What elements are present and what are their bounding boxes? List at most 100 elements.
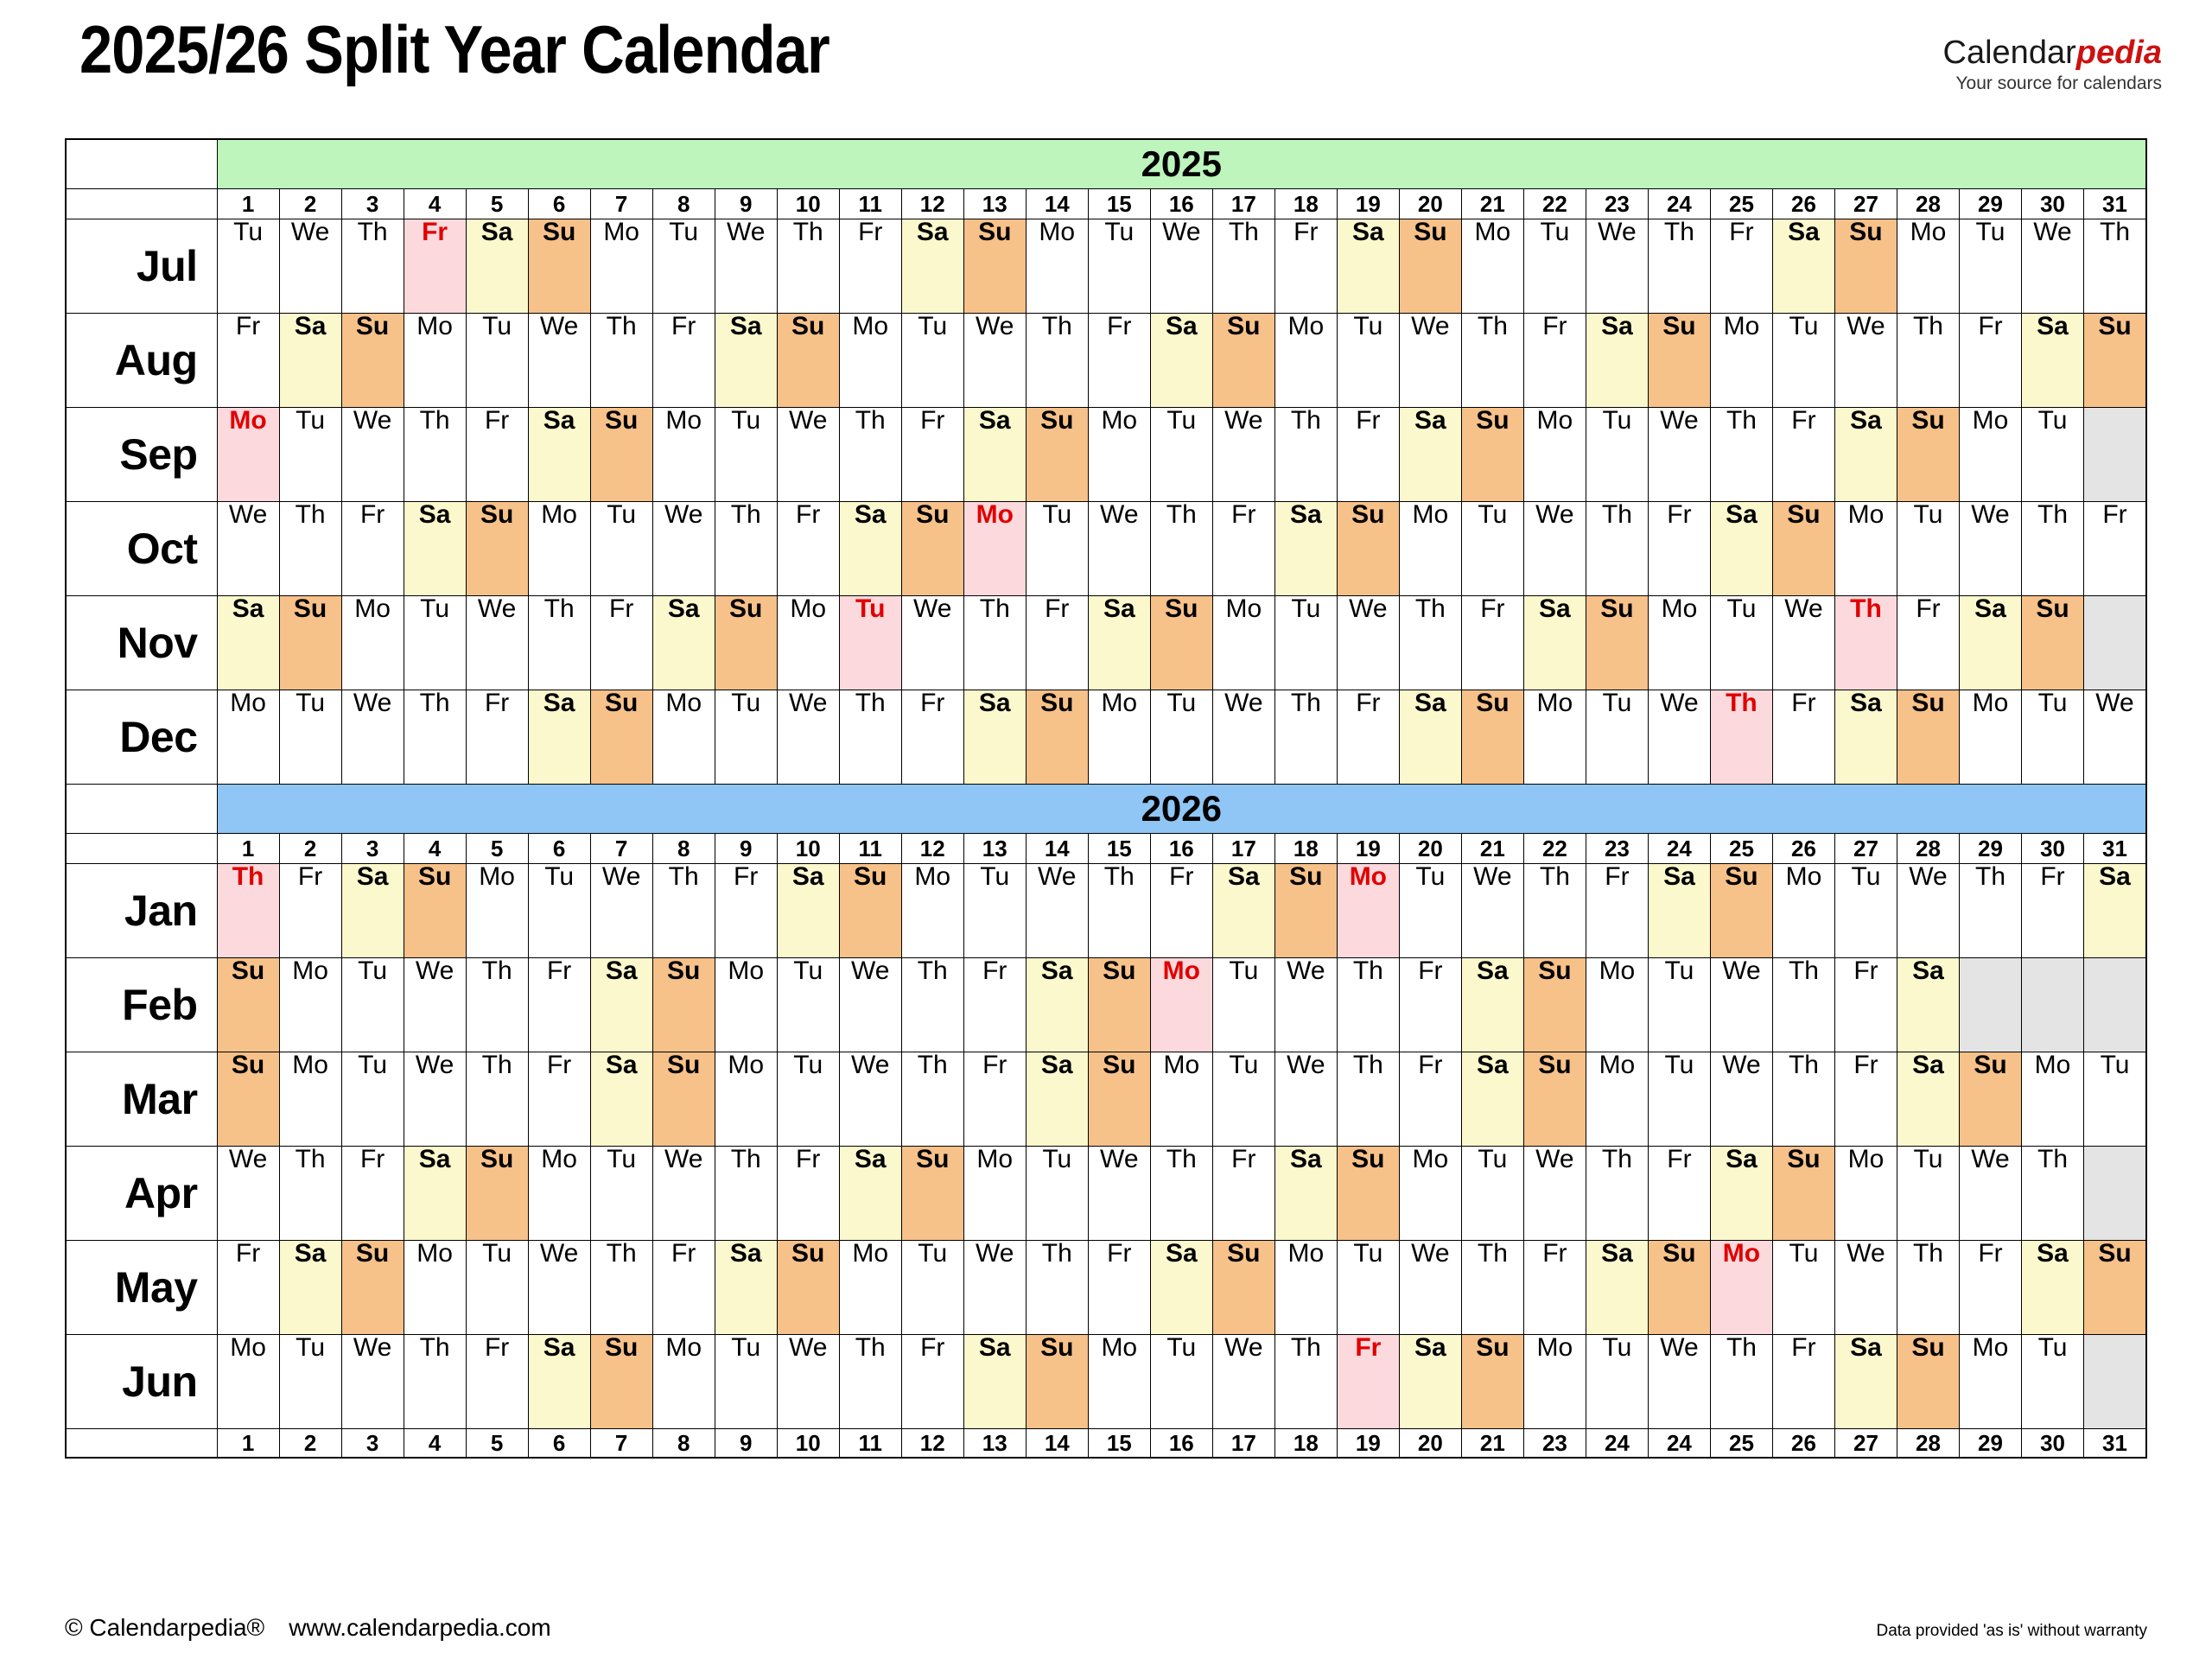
day-cell[interactable]: We	[1336, 595, 1400, 690]
day-cell-sunday[interactable]: Su	[1460, 1334, 1524, 1429]
day-cell-saturday[interactable]: Sa	[1025, 1052, 1089, 1147]
day-cell[interactable]: Th	[1149, 1146, 1213, 1241]
day-cell[interactable]: We	[963, 313, 1027, 408]
day-cell[interactable]: Th	[1025, 313, 1089, 408]
day-cell-saturday[interactable]: Sa	[216, 595, 280, 690]
day-cell-sunday[interactable]: Su	[1087, 957, 1151, 1052]
day-cell[interactable]: We	[340, 690, 404, 785]
day-cell[interactable]: Fr	[1771, 1334, 1835, 1429]
day-cell[interactable]: We	[1522, 1146, 1586, 1241]
day-cell-sunday[interactable]: Su	[652, 957, 715, 1052]
day-cell[interactable]: Tu	[1958, 219, 2023, 314]
day-cell[interactable]: Th	[1709, 407, 1773, 502]
day-cell[interactable]: Th	[1709, 1334, 1773, 1429]
day-cell[interactable]: Tu	[1336, 1240, 1400, 1335]
day-cell[interactable]: Fr	[1771, 690, 1835, 785]
day-cell[interactable]: We	[340, 1334, 404, 1429]
day-cell[interactable]: Tu	[1585, 1334, 1649, 1429]
day-cell[interactable]: Tu	[1211, 957, 1275, 1052]
day-cell-saturday[interactable]: Sa	[963, 690, 1027, 785]
day-cell[interactable]: Fr	[838, 219, 902, 314]
day-cell-sunday[interactable]: Su	[527, 219, 591, 314]
day-cell[interactable]: Mo	[1522, 1334, 1586, 1429]
day-cell[interactable]: Mo	[1958, 407, 2023, 502]
day-cell[interactable]: Th	[1274, 690, 1338, 785]
day-cell[interactable]: Mo	[527, 1146, 591, 1241]
day-cell[interactable]: Mo	[714, 1052, 778, 1147]
day-cell[interactable]: Mo	[1647, 595, 1711, 690]
day-cell-sunday[interactable]: Su	[1585, 595, 1649, 690]
day-cell[interactable]: Fr	[1211, 501, 1275, 596]
day-cell[interactable]: Mo	[527, 501, 591, 596]
day-cell[interactable]: We	[1834, 1240, 1897, 1335]
day-cell[interactable]: Mo	[652, 407, 715, 502]
day-cell[interactable]: Tu	[1336, 313, 1400, 408]
day-cell-saturday[interactable]: Sa	[838, 501, 902, 596]
day-cell[interactable]: Fr	[527, 1052, 591, 1147]
day-cell[interactable]: We	[1896, 863, 1961, 958]
day-cell[interactable]: Mo	[1087, 407, 1151, 502]
day-cell-saturday[interactable]: Sa	[403, 501, 467, 596]
day-cell[interactable]: We	[1274, 1052, 1338, 1147]
day-cell-holiday[interactable]: Mo	[216, 407, 280, 502]
day-cell[interactable]: Mo	[1398, 1146, 1462, 1241]
day-cell-sunday[interactable]: Su	[1087, 1052, 1151, 1147]
day-cell-sunday[interactable]: Su	[963, 219, 1027, 314]
day-cell[interactable]: Fr	[527, 957, 591, 1052]
day-cell[interactable]: We	[340, 407, 404, 502]
day-cell[interactable]: Th	[1398, 595, 1462, 690]
day-cell[interactable]: Th	[1087, 863, 1151, 958]
day-cell[interactable]: Fr	[1958, 313, 2023, 408]
day-cell[interactable]: Fr	[714, 863, 778, 958]
day-cell[interactable]: Fr	[1087, 1240, 1151, 1335]
day-cell[interactable]: Th	[1896, 1240, 1961, 1335]
day-cell[interactable]: Tu	[1585, 690, 1649, 785]
day-cell[interactable]: Mo	[652, 1334, 715, 1429]
day-cell[interactable]: Th	[1460, 313, 1524, 408]
day-cell[interactable]: Fr	[465, 1334, 529, 1429]
day-cell[interactable]: Mo	[963, 1146, 1027, 1241]
day-cell[interactable]: We	[216, 1146, 280, 1241]
day-cell[interactable]: Th	[2083, 219, 2147, 314]
day-cell[interactable]: Th	[1771, 957, 1835, 1052]
day-cell[interactable]: Fr	[1834, 1052, 1897, 1147]
day-cell-sunday[interactable]: Su	[1336, 501, 1400, 596]
day-cell[interactable]: We	[465, 595, 529, 690]
day-cell[interactable]: Th	[900, 1052, 964, 1147]
day-cell-saturday[interactable]: Sa	[1149, 1240, 1213, 1335]
day-cell[interactable]: Tu	[1771, 1240, 1835, 1335]
day-cell-saturday[interactable]: Sa	[1149, 313, 1213, 408]
day-cell[interactable]: Fr	[900, 690, 964, 785]
day-cell[interactable]: Tu	[278, 407, 342, 502]
day-cell[interactable]: We	[1149, 219, 1213, 314]
day-cell-sunday[interactable]: Su	[1025, 1334, 1089, 1429]
day-cell-sunday[interactable]: Su	[652, 1052, 715, 1147]
day-cell-saturday[interactable]: Sa	[589, 1052, 653, 1147]
day-cell[interactable]: Fr	[963, 957, 1027, 1052]
day-cell-saturday[interactable]: Sa	[1585, 1240, 1649, 1335]
day-cell[interactable]: Tu	[1460, 1146, 1524, 1241]
day-cell-saturday[interactable]: Sa	[1460, 1052, 1524, 1147]
day-cell-saturday[interactable]: Sa	[527, 1334, 591, 1429]
day-cell-saturday[interactable]: Sa	[1647, 863, 1711, 958]
day-cell[interactable]: We	[1211, 1334, 1275, 1429]
day-cell-sunday[interactable]: Su	[589, 690, 653, 785]
day-cell[interactable]: Tu	[465, 1240, 529, 1335]
day-cell[interactable]: Th	[652, 863, 715, 958]
day-cell[interactable]: Fr	[1398, 1052, 1462, 1147]
day-cell[interactable]: Mo	[278, 957, 342, 1052]
day-cell[interactable]: Fr	[1522, 313, 1586, 408]
day-cell[interactable]: Th	[465, 957, 529, 1052]
day-cell-saturday[interactable]: Sa	[1211, 863, 1275, 958]
day-cell[interactable]: Tu	[900, 1240, 964, 1335]
day-cell[interactable]: Mo	[1958, 690, 2023, 785]
day-cell-sunday[interactable]: Su	[1896, 407, 1961, 502]
day-cell[interactable]: Tu	[589, 1146, 653, 1241]
day-cell[interactable]: We	[278, 219, 342, 314]
day-cell[interactable]: Fr	[1585, 863, 1649, 958]
day-cell[interactable]: Th	[776, 219, 840, 314]
day-cell[interactable]: Tu	[1522, 219, 1586, 314]
day-cell[interactable]: Fr	[278, 863, 342, 958]
day-cell-holiday[interactable]: Th	[216, 863, 280, 958]
day-cell-sunday[interactable]: Su	[1025, 690, 1089, 785]
